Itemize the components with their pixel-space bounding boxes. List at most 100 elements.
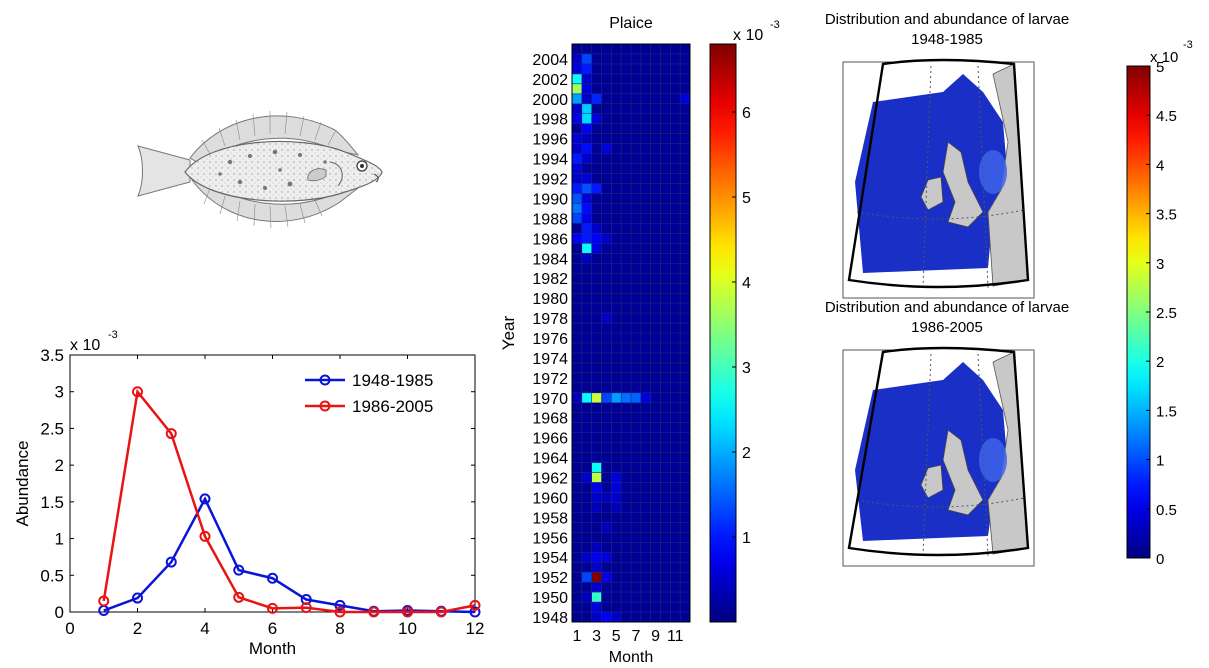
- heatmap-cell: [581, 253, 592, 264]
- plaice-illustration: [137, 111, 383, 229]
- year-tick-label: 1982: [532, 271, 568, 288]
- year-tick-label: 1966: [532, 431, 568, 448]
- plaice-year-month-heatmap: Plaice2004200220001998199619941992199019…: [499, 15, 780, 666]
- data-point: [368, 606, 380, 618]
- year-tick-label: 1998: [532, 112, 568, 129]
- heatmap-cell: [572, 143, 582, 154]
- year-tick-label: 1952: [532, 570, 568, 587]
- x-tick-label: 0: [65, 619, 74, 638]
- year-tick-label: 2002: [532, 72, 568, 89]
- legend-marker: [319, 400, 331, 412]
- heatmap-cell: [572, 173, 582, 184]
- month-tick-label: 3: [592, 628, 601, 645]
- heatmap-cell: [591, 602, 602, 613]
- y-exponent-power: -3: [108, 330, 118, 341]
- heatmap-cell: [591, 392, 602, 403]
- heatmap-cell: [581, 173, 592, 184]
- y-tick-label: 1: [55, 530, 64, 549]
- heatmap-cell: [680, 93, 690, 104]
- data-point: [233, 564, 245, 576]
- heatmap-cell: [572, 203, 582, 214]
- data-point: [165, 556, 177, 568]
- heatmap-cell: [572, 103, 582, 114]
- year-tick-label: 1996: [532, 132, 568, 149]
- heatmap-cell: [572, 93, 582, 104]
- month-tick-label: 9: [651, 628, 660, 645]
- y-tick-label: 3: [55, 383, 64, 402]
- heatmap-cell: [611, 482, 622, 493]
- map-area: [847, 58, 1030, 289]
- heatmap-cell: [572, 153, 582, 164]
- year-tick-label: 1960: [532, 490, 568, 507]
- year-tick-label: 1978: [532, 311, 568, 328]
- heatmap-cell: [581, 153, 592, 164]
- heatmap-cell: [631, 392, 641, 403]
- graticule-line: [977, 65, 989, 289]
- data-point: [132, 592, 143, 604]
- year-tick-label: 1992: [532, 172, 568, 189]
- colorbar-tick-label: 2.5: [1156, 305, 1177, 322]
- map-title: Distribution and abundance of larvae: [825, 11, 1069, 28]
- colorbar-tick-label: 5: [742, 190, 751, 207]
- colorbar-tick-label: 4: [742, 275, 751, 292]
- north-sea-abundance: [979, 438, 1007, 482]
- month-tick-label: 11: [667, 628, 684, 645]
- heatmap-cell: [591, 472, 602, 483]
- colorbar-tick-label: 4: [1156, 157, 1164, 174]
- heatmap-cell: [591, 233, 602, 244]
- x-tick-label: 6: [268, 619, 277, 638]
- heatmap-cell: [591, 243, 602, 254]
- heatmap-cell: [591, 183, 602, 194]
- data-point: [402, 606, 413, 618]
- map-projection-border: [847, 346, 1030, 557]
- series-line-1986-2005: [102, 388, 476, 614]
- heatmap-cell: [601, 392, 612, 403]
- series-line-1948-1985: [103, 496, 476, 614]
- great-britain-land: [942, 429, 984, 516]
- month-tick-label: 7: [631, 628, 640, 645]
- month-tick-label: 5: [612, 628, 621, 645]
- x-tick-label: 12: [466, 619, 485, 638]
- data-point: [469, 606, 481, 618]
- colorbar-tick-label: 3.5: [1156, 207, 1177, 224]
- colorbar-tick-label: 0: [1156, 551, 1164, 568]
- year-tick-label: 2000: [532, 92, 568, 109]
- heatmap-cell: [572, 163, 582, 174]
- north-sea-abundance: [979, 150, 1007, 194]
- year-tick-label: 1980: [532, 291, 568, 308]
- colorbar-tick-label: 2: [1156, 354, 1164, 371]
- x-tick-label: 8: [335, 619, 344, 638]
- year-tick-label: 1964: [532, 451, 568, 468]
- x-tick-label: 2: [133, 619, 142, 638]
- heatmap-cell: [611, 612, 622, 622]
- heatmap-cell: [581, 592, 592, 603]
- graticule-line: [922, 353, 932, 557]
- colorbar-tick-label: 1: [742, 530, 751, 547]
- heatmap-x-label: Month: [609, 649, 653, 666]
- heatmap-title: Plaice: [609, 15, 653, 32]
- heatmap-cell: [640, 392, 651, 403]
- year-tick-label: 1968: [532, 411, 568, 428]
- heatmap-cell: [581, 572, 592, 583]
- colorbar-tick-label: 1.5: [1156, 403, 1177, 420]
- year-tick-label: 1976: [532, 331, 568, 348]
- heatmap-cell: [611, 502, 622, 513]
- heatmap-cell: [581, 243, 592, 254]
- heatmap-cell: [572, 113, 582, 124]
- year-tick-label: 1972: [532, 371, 568, 388]
- year-tick-label: 1986: [532, 231, 568, 248]
- heatmap-cell: [572, 392, 582, 403]
- data-point: [199, 530, 211, 542]
- map-subtitle: 1986-2005: [911, 319, 983, 336]
- colorbar-exponent-label: x 10: [1150, 49, 1178, 66]
- year-tick-label: 1962: [532, 471, 568, 488]
- y-tick-label: 0.5: [40, 566, 64, 585]
- heatmap-cell: [621, 392, 631, 403]
- data-point: [435, 606, 447, 618]
- heatmap-cell: [572, 83, 582, 94]
- graticule-line: [977, 353, 989, 557]
- heatmap-cell: [581, 552, 592, 563]
- data-point: [98, 595, 110, 607]
- colorbar-exponent-power: -3: [770, 19, 780, 31]
- heatmap-cell: [591, 502, 602, 513]
